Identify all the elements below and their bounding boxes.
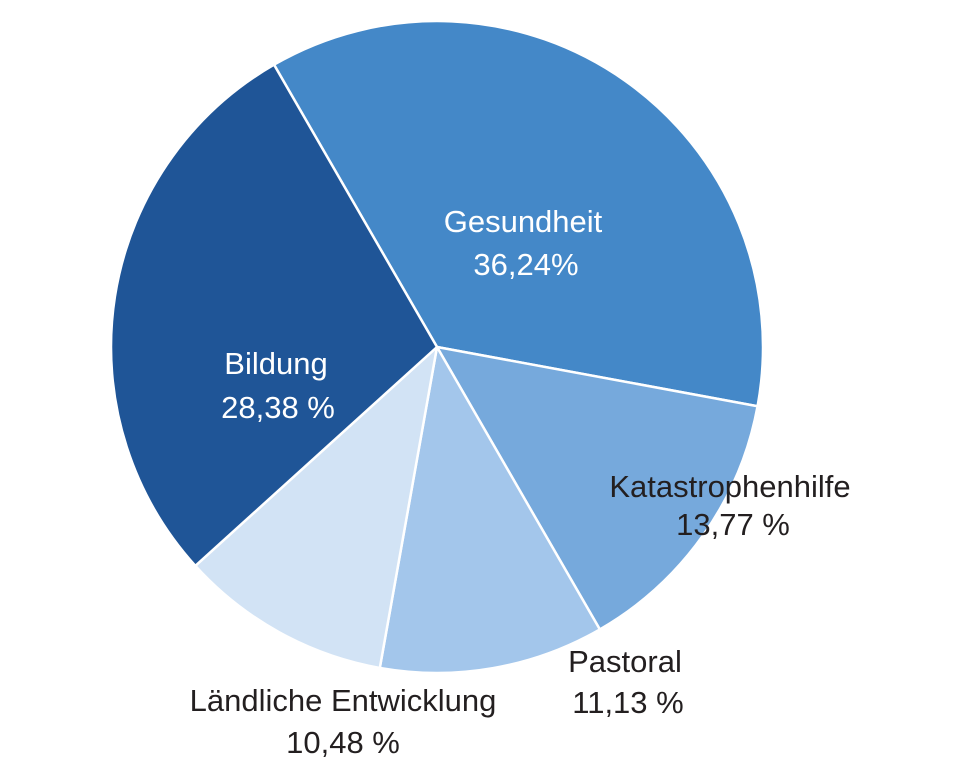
pie-slice-bildung: [109, 63, 439, 568]
slice-value: 28,38 %: [221, 390, 335, 425]
slice-value: 11,13 %: [572, 685, 683, 720]
slice-value: 36,24%: [473, 247, 578, 282]
slice-value: 10,48 %: [286, 725, 400, 760]
pie-labels: Gesundheit 36,24% Katastrophenhilfe 13,7…: [190, 204, 851, 760]
slice-name: Katastrophenhilfe: [609, 469, 850, 504]
slice-label-laendliche-entwicklung: Ländliche Entwicklung 10,48 %: [190, 683, 497, 760]
pie-slice-katastrophenhilfe: [435, 345, 759, 631]
slice-value: 13,77 %: [676, 507, 790, 542]
slice-label-bildung: Bildung 28,38 %: [221, 346, 335, 425]
slice-label-pastoral: Pastoral 11,13 %: [568, 644, 684, 720]
slice-name: Pastoral: [568, 644, 682, 679]
slice-name: Bildung: [224, 346, 327, 381]
pie-slice-laendliche-entwicklung: [194, 345, 439, 670]
slice-name: Ländliche Entwicklung: [190, 683, 497, 718]
pie-slices: [109, 19, 765, 675]
slice-label-gesundheit: Gesundheit 36,24%: [444, 204, 603, 282]
pie-slice-pastoral: [378, 345, 602, 675]
pie-slice-gesundheit: [272, 19, 765, 408]
slice-name: Gesundheit: [444, 204, 603, 239]
slice-label-katastrophenhilfe: Katastrophenhilfe 13,77 %: [609, 469, 850, 542]
